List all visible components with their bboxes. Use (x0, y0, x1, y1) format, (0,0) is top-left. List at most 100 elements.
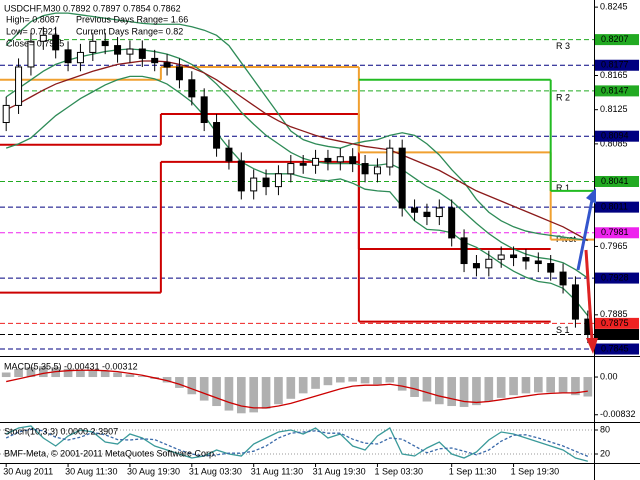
price-box-label: 0.7845 (601, 343, 629, 353)
histogram-bar (459, 377, 469, 407)
candle-body (39, 34, 47, 42)
candle-body (250, 177, 258, 192)
histogram-bar (348, 377, 358, 382)
histogram-bar (249, 377, 259, 413)
candle-body (188, 79, 196, 98)
histogram-bar (496, 377, 506, 398)
histogram-bar (261, 377, 271, 409)
y-tick-label: 0.7885 (600, 309, 628, 319)
candle-body (349, 156, 357, 165)
candle-body (472, 263, 480, 269)
info-text: Current Days Range= 0.82 (76, 26, 183, 36)
level-tag: R 3 (556, 41, 570, 51)
price-box-label: 0.8147 (601, 85, 629, 95)
candle-body (547, 263, 555, 273)
candle-body (522, 257, 530, 262)
histogram-bar (546, 377, 556, 393)
candle-body (324, 157, 332, 163)
candle-body (101, 40, 109, 47)
price-box-label: 0.8011 (601, 202, 628, 212)
candle-body (114, 45, 122, 55)
histogram-bar (422, 377, 432, 402)
x-tick-label: 30 Aug 11:30 (65, 466, 117, 476)
histogram-bar (311, 377, 320, 389)
candle-body (126, 48, 134, 55)
candle-body (312, 157, 320, 166)
histogram-bar (286, 377, 296, 399)
candle-body (435, 207, 443, 218)
candle-body (485, 258, 493, 269)
indicator-line (5, 12, 588, 242)
histogram-bar (335, 377, 345, 383)
level-tag: S 1 (556, 325, 570, 335)
x-tick-label: 1 Sep 19:30 (511, 466, 560, 476)
histogram-bar (76, 369, 85, 378)
histogram-bar (533, 377, 543, 393)
candle-body (386, 147, 394, 168)
y-tick-label: 0.8245 (600, 2, 628, 12)
x-tick-label: 1 Sep 11:30 (449, 466, 497, 476)
candle-body (262, 177, 270, 188)
price-box (595, 59, 639, 71)
histogram-bar (274, 377, 283, 405)
histogram-bar (175, 377, 184, 388)
price-box (595, 227, 639, 239)
price-box-label: 0.8207 (601, 34, 629, 44)
histogram-bar (38, 366, 48, 378)
x-tick-label: 1 Sep 03:30 (374, 466, 423, 476)
histogram-bar (137, 376, 147, 378)
up-arrow (576, 188, 596, 271)
x-tick-label: 31 Aug 11:30 (251, 466, 303, 476)
candle-body (460, 237, 468, 265)
candle-body (423, 211, 431, 218)
candle-body (200, 96, 208, 124)
stoch-line (5, 425, 588, 462)
stoch-line (5, 428, 589, 457)
candle-body (89, 40, 97, 53)
histogram-bar (236, 377, 246, 414)
candle-body (237, 160, 245, 192)
histogram-bar (373, 377, 382, 385)
candle-body (15, 66, 23, 106)
histogram-bar (100, 370, 110, 378)
price-box (595, 85, 639, 97)
candle-body (497, 254, 505, 260)
candle-body (138, 48, 146, 59)
chart-title: USDCHF,M30 0.7892 0.7897 0.7854 0.7862 (4, 3, 181, 13)
histogram-bar (113, 372, 122, 378)
indicator-line (5, 75, 589, 317)
candle-body (559, 271, 567, 286)
y-tick-label: 0.8125 (600, 104, 628, 114)
histogram-bar (26, 367, 36, 378)
candle-body (287, 163, 295, 175)
candle-body (361, 163, 369, 175)
candle-body (2, 104, 10, 124)
y-tick-label: 0.7965 (600, 241, 628, 251)
price-box (595, 201, 639, 213)
histogram-bar (558, 377, 568, 394)
x-tick-label: 31 Aug 19:30 (313, 466, 366, 476)
histogram-bar (360, 377, 370, 384)
histogram-bar (212, 377, 221, 407)
copyright: BMF-Meta, © 2001-2011 MetaQuotes Softwar… (4, 448, 217, 458)
price-box (595, 175, 639, 187)
y-tick-label: 0.00 (600, 371, 618, 381)
candle-body (175, 66, 183, 81)
y-tick-label: -0.00832 (600, 409, 636, 419)
histogram-bar (521, 377, 531, 394)
histogram-bar (385, 377, 395, 383)
histogram-bar (583, 377, 593, 397)
indicator-line (5, 60, 589, 242)
y-tick-label: 0.8165 (600, 70, 628, 80)
histogram-bar (509, 377, 518, 396)
histogram-bar (88, 369, 98, 378)
histogram-bar (484, 377, 494, 402)
price-box (595, 343, 639, 355)
price-box-label: 0.7981 (601, 227, 629, 237)
histogram-bar (1, 372, 11, 378)
price-box-label: 0.8094 (601, 131, 629, 141)
candle-body (64, 49, 72, 64)
histogram-bar (447, 377, 457, 407)
info-text: Previous Days Range= 1.66 (76, 14, 188, 24)
indicator-title: Stoch(10,3,3) 0.0000 2.3907 (4, 426, 118, 436)
